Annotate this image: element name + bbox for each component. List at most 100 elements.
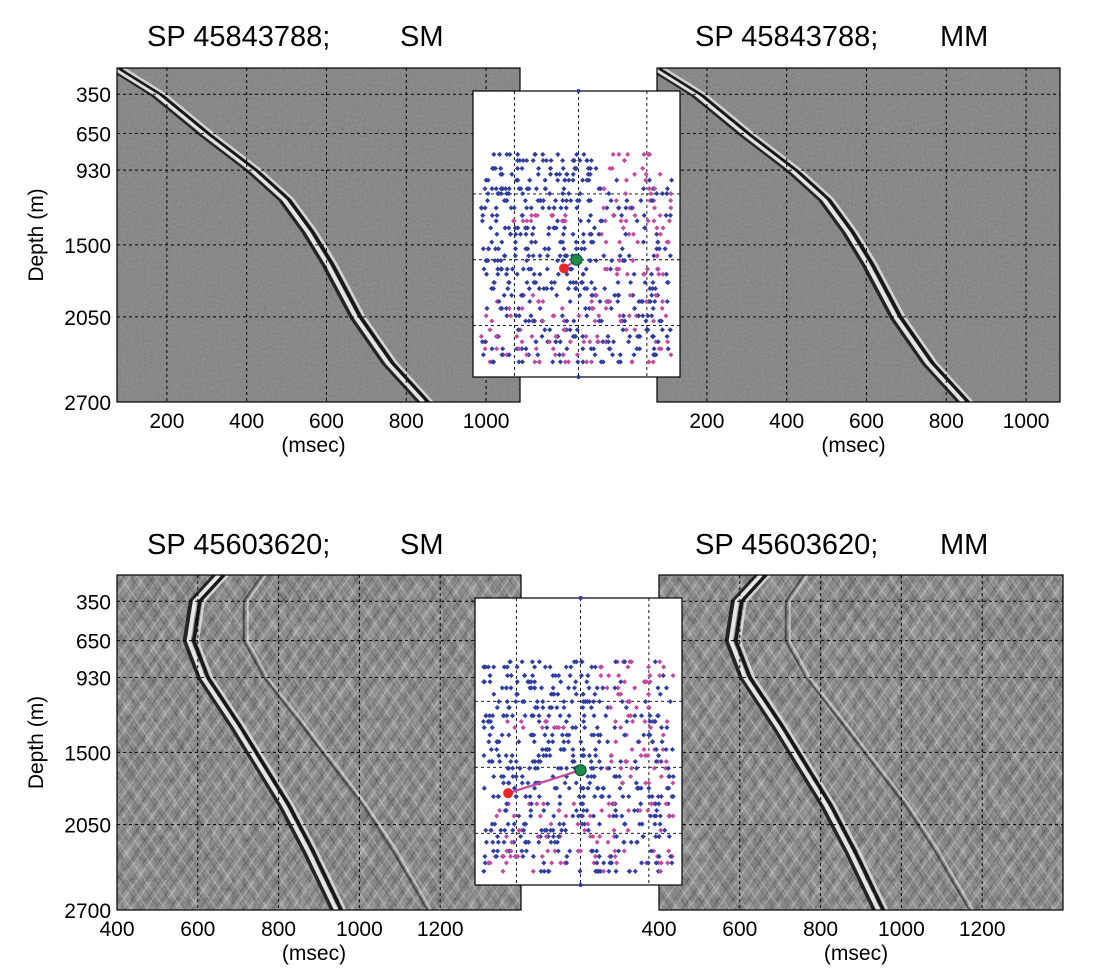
receiver-point (605, 739, 611, 745)
receiver-point (573, 807, 580, 814)
receiver-point (549, 212, 555, 218)
receiver-point (550, 691, 556, 697)
receiver-point (619, 212, 625, 218)
receiver-point (532, 359, 538, 365)
receiver-point (588, 279, 595, 286)
receiver-point (648, 725, 654, 731)
receiver-point (511, 205, 517, 211)
receiver-point (536, 165, 542, 171)
receiver-point (563, 827, 569, 833)
receiver-point (484, 305, 490, 311)
receiver-point (486, 758, 492, 765)
receiver-point (644, 298, 650, 305)
receiver-point (621, 732, 628, 738)
receiver-point (558, 679, 564, 685)
receiver-point (663, 801, 669, 807)
receiver-point (632, 758, 638, 765)
receiver-point (509, 171, 515, 177)
receiver-point (509, 753, 515, 759)
receiver-point (495, 266, 501, 272)
receiver-point (640, 165, 646, 171)
receiver-point (589, 298, 595, 305)
receiver-point (657, 691, 663, 697)
receiver-point (562, 225, 568, 231)
y-tick-label: 1500 (64, 235, 111, 258)
receiver-point (579, 821, 585, 827)
receiver-point (493, 218, 499, 224)
receiver-point (659, 739, 665, 745)
receiver-point (581, 793, 587, 800)
receiver-point (493, 205, 499, 211)
receiver-point (661, 664, 667, 670)
receiver-point (653, 801, 659, 807)
receiver-point (538, 868, 544, 874)
receiver-point (540, 801, 547, 807)
panel-title: SP 45603620; (147, 529, 330, 561)
receiver-point (565, 359, 572, 365)
receiver-point (617, 352, 623, 358)
receiver-point (547, 705, 553, 711)
receiver-point (651, 813, 658, 819)
receiver-point (613, 718, 619, 725)
x-tick-label: 1000 (1003, 410, 1050, 433)
receiver-point (556, 673, 562, 679)
receiver-point (616, 673, 622, 679)
receiver-point (560, 231, 566, 237)
receiver-point (634, 785, 640, 791)
first-arrival (724, 575, 975, 910)
receiver-point (596, 739, 602, 745)
receiver-point (606, 765, 612, 771)
receiver-point (653, 758, 659, 765)
receiver-point (650, 333, 657, 339)
receiver-point (549, 732, 555, 738)
receiver-point (499, 853, 505, 859)
receiver-point (662, 827, 668, 833)
x-tick-label: 600 (849, 410, 884, 433)
source-well-line (507, 769, 581, 795)
receiver-point (519, 773, 525, 780)
receiver-point (596, 231, 602, 237)
receiver-point (519, 212, 526, 218)
receiver-point (553, 171, 559, 177)
receiver-point (588, 212, 594, 218)
receiver-point (658, 346, 664, 352)
receiver-point (625, 827, 631, 833)
receiver-point (584, 359, 590, 365)
receiver-point (554, 785, 560, 791)
receiver-point (526, 839, 532, 845)
receiver-point (555, 271, 561, 277)
receiver-point (646, 691, 652, 697)
receiver-point (621, 839, 627, 845)
receiver-point (494, 746, 500, 753)
receiver-point (578, 218, 584, 224)
receiver-point (492, 258, 498, 264)
panel-subtitle: MM (940, 21, 988, 53)
receiver-point (533, 186, 539, 192)
receiver-point (548, 279, 555, 286)
receiver-point (544, 827, 550, 833)
receiver-point (537, 758, 543, 765)
receiver-point (624, 271, 630, 277)
receiver-point (644, 679, 650, 685)
receiver-point (623, 758, 629, 765)
receiver-point (522, 713, 528, 719)
receiver-point (596, 699, 603, 705)
y-tick-label: 650 (76, 631, 111, 654)
receiver-point (627, 292, 633, 298)
receiver-point (617, 785, 623, 791)
receiver-point (641, 212, 647, 218)
receiver-point (620, 313, 627, 319)
receiver-point (483, 313, 489, 319)
receiver-point (520, 725, 526, 731)
grid (657, 68, 1060, 402)
receiver-point (529, 732, 535, 738)
receiver-point (538, 827, 545, 833)
receiver-point (579, 813, 585, 819)
receiver-point (519, 780, 525, 786)
receiver-point (522, 673, 528, 679)
receiver-point (588, 758, 594, 765)
receiver-point (605, 705, 611, 711)
receiver-point (610, 813, 617, 819)
receiver-point (556, 833, 562, 840)
receiver-point (651, 205, 658, 211)
